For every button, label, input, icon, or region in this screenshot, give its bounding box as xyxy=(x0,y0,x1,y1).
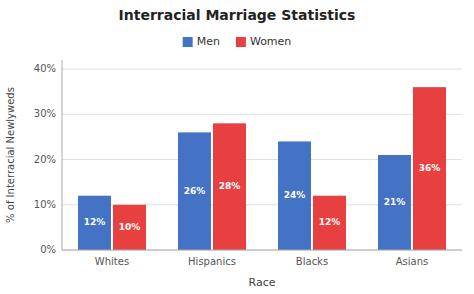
legend-item: Men xyxy=(183,35,220,48)
bar xyxy=(313,196,346,250)
data-label: 10% xyxy=(119,222,141,232)
legend-swatch xyxy=(183,37,193,47)
y-tick-label: 20% xyxy=(34,154,56,165)
title: Interracial Marriage Statistics xyxy=(119,7,356,23)
grid-line xyxy=(62,69,462,70)
bar xyxy=(78,196,111,250)
data-label: 36% xyxy=(419,163,441,173)
legend-label: Men xyxy=(197,35,220,48)
bar xyxy=(213,123,246,250)
data-label: 28% xyxy=(219,181,241,191)
legend: Men Women xyxy=(183,35,292,48)
x-axis-line xyxy=(62,250,462,251)
grid-line xyxy=(62,250,462,251)
bar xyxy=(413,87,446,250)
page: {"chart_data": {"type": "bar", "title": … xyxy=(0,0,474,294)
x-tick-label: Blacks xyxy=(296,256,328,267)
legend-item: Women xyxy=(236,35,291,48)
y-tick-label: 10% xyxy=(34,199,56,210)
x-tick-label: Whites xyxy=(95,256,129,267)
y-tick-label: 0% xyxy=(40,244,56,255)
data-label: 21% xyxy=(384,197,406,207)
x-tick-label: Asians xyxy=(396,256,429,267)
grid-line xyxy=(62,114,462,115)
bar xyxy=(278,141,311,250)
x-tick-label: Hispanics xyxy=(188,256,236,267)
y-tick-label: 30% xyxy=(34,108,56,119)
chart: 0% 10% 20% 30% 40% 12% 26% 24% 21% 10% 28% 12% 36% Wh… xyxy=(0,0,474,294)
legend-swatch xyxy=(236,37,246,47)
x-axis-title: Race xyxy=(249,276,276,289)
bar xyxy=(378,155,411,250)
y-tick-label: 40% xyxy=(34,63,56,74)
y-axis-line xyxy=(62,60,63,250)
bars xyxy=(78,87,446,250)
data-label: 12% xyxy=(319,217,341,227)
bar xyxy=(178,132,211,250)
data-label: 24% xyxy=(284,190,306,200)
bar xyxy=(113,205,146,250)
legend-label: Women xyxy=(250,35,291,48)
data-label: 26% xyxy=(184,186,206,196)
y-axis-title: % of Interracial Newlyweds xyxy=(5,87,16,223)
data-label: 12% xyxy=(84,217,106,227)
